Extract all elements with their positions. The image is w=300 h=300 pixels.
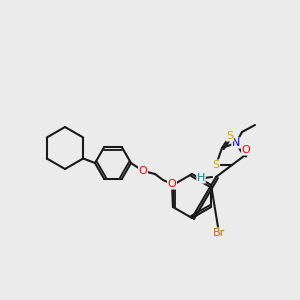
Text: S: S: [226, 131, 234, 141]
Text: H: H: [197, 173, 205, 183]
Text: O: O: [242, 145, 250, 155]
Text: Br: Br: [213, 228, 225, 238]
Text: O: O: [168, 179, 176, 189]
Text: N: N: [232, 138, 240, 148]
Text: S: S: [212, 160, 220, 170]
Text: O: O: [139, 166, 147, 176]
